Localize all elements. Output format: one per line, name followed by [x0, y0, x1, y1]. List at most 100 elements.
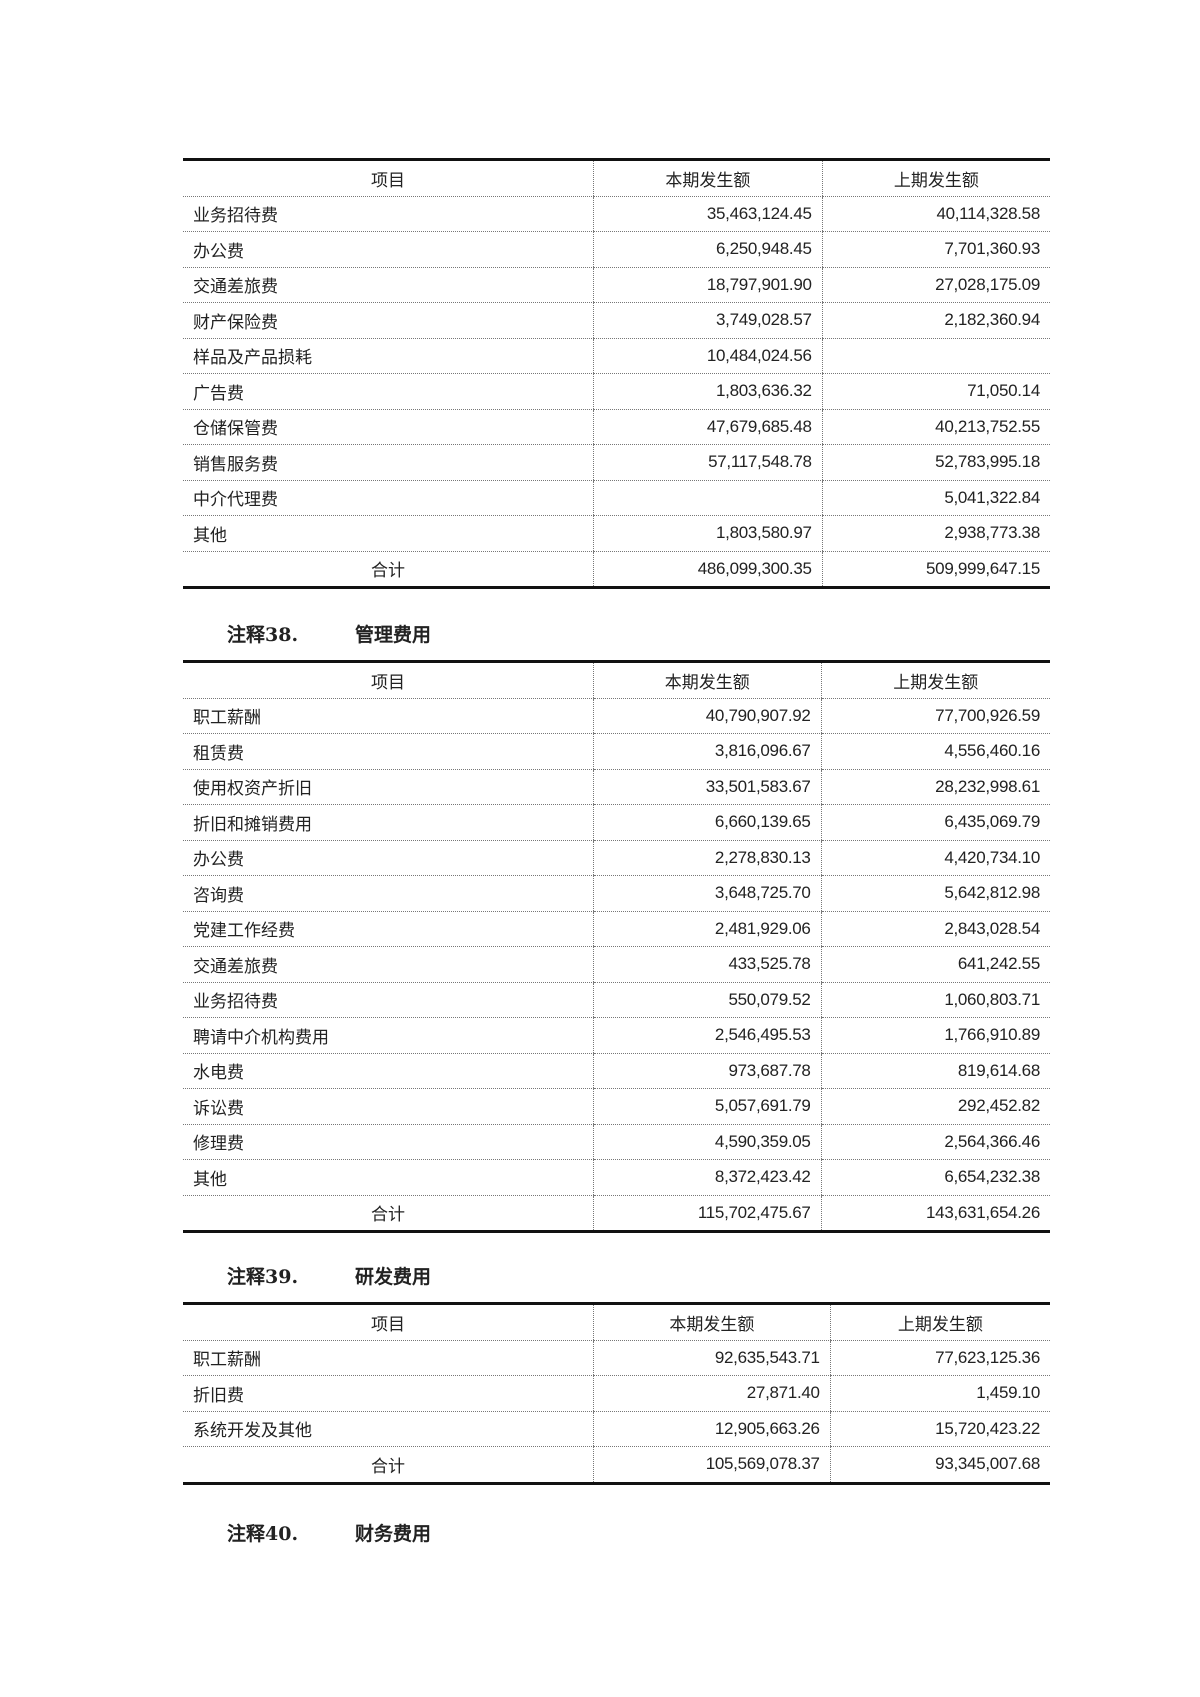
- total-amount-cell: 105,569,078.37: [593, 1446, 831, 1483]
- amount-cell: 2,546,495.53: [593, 1017, 822, 1054]
- amount-cell: 2,843,028.54: [820, 911, 1050, 947]
- table-row: 租赁费 3,816,096.67 4,556,460.16: [183, 733, 1050, 770]
- table-row: 业务招待费 35,463,124.45 40,114,328.58: [183, 196, 1050, 232]
- amount-cell: 18,797,901.90: [593, 267, 823, 303]
- total-row: 合计 486,099,300.35 509,999,647.15: [183, 551, 1050, 588]
- item-cell: 职工薪酬: [183, 1340, 594, 1376]
- item-cell: 样品及产品损耗: [183, 338, 594, 374]
- amount-cell: 4,590,359.05: [593, 1124, 822, 1160]
- table-row: 办公费 6,250,948.45 7,701,360.93: [183, 231, 1050, 268]
- table-row: 聘请中介机构费用 2,546,495.53 1,766,910.89: [183, 1017, 1050, 1054]
- amount-cell: 433,525.78: [593, 946, 822, 983]
- amount-cell: 71,050.14: [821, 373, 1050, 410]
- table-row: 修理费 4,590,359.05 2,564,366.46: [183, 1124, 1050, 1160]
- total-row: 合计 115,702,475.67 143,631,654.26: [183, 1195, 1050, 1232]
- amount-cell: 2,564,366.46: [820, 1124, 1050, 1160]
- amount-cell: 15,720,423.22: [829, 1411, 1050, 1447]
- amount-cell: 77,623,125.36: [829, 1340, 1050, 1376]
- table-row: 广告费 1,803,636.32 71,050.14: [183, 373, 1050, 410]
- header-row: 项目 本期发生额 上期发生额: [183, 661, 1050, 699]
- table-row: 其他 8,372,423.42 6,654,232.38: [183, 1159, 1050, 1196]
- item-cell: 使用权资产折旧: [183, 769, 594, 805]
- item-cell: 其他: [183, 1159, 594, 1196]
- section-title: 管理费用: [355, 624, 432, 646]
- amount-cell: 1,459.10: [829, 1375, 1050, 1412]
- amount-cell: 6,660,139.65: [593, 804, 822, 841]
- amount-cell: 1,803,636.32: [593, 373, 823, 410]
- amount-cell: 40,790,907.92: [593, 698, 822, 734]
- item-cell: 销售服务费: [183, 444, 594, 481]
- item-cell: 租赁费: [183, 733, 594, 770]
- item-cell: 职工薪酬: [183, 698, 594, 734]
- item-cell: 业务招待费: [183, 982, 594, 1018]
- item-cell: 系统开发及其他: [183, 1411, 594, 1447]
- amount-cell: 6,654,232.38: [820, 1159, 1050, 1196]
- amount-cell: 77,700,926.59: [820, 698, 1050, 734]
- amount-cell: 3,816,096.67: [593, 733, 822, 770]
- amount-cell: 27,871.40: [593, 1375, 831, 1412]
- amount-cell: 35,463,124.45: [593, 196, 823, 232]
- amount-cell: 1,060,803.71: [820, 982, 1050, 1018]
- column-header: 本期发生额: [593, 1303, 831, 1341]
- item-cell: 水电费: [183, 1053, 594, 1089]
- table-row: 水电费 973,687.78 819,614.68: [183, 1053, 1050, 1089]
- column-header: 本期发生额: [593, 159, 823, 197]
- table-row: 党建工作经费 2,481,929.06 2,843,028.54: [183, 911, 1050, 947]
- amount-cell: 2,278,830.13: [593, 840, 822, 876]
- amount-cell: 4,420,734.10: [820, 840, 1050, 876]
- selling-expenses-table: 项目 本期发生额 上期发生额 业务招待费 35,463,124.45 40,114,328…: [183, 158, 1050, 589]
- total-amount-cell: 93,345,007.68: [829, 1446, 1050, 1483]
- amount-cell: 4,556,460.16: [820, 733, 1050, 770]
- amount-cell: 2,182,360.94: [821, 302, 1050, 339]
- section-title: 研发费用: [355, 1266, 432, 1288]
- column-header: 项目: [183, 159, 594, 197]
- item-cell: 中介代理费: [183, 480, 594, 516]
- section-number: 注释39.: [227, 1266, 299, 1288]
- amount-cell: 3,749,028.57: [593, 302, 823, 339]
- amount-cell: 52,783,995.18: [821, 444, 1050, 481]
- item-cell: 交通差旅费: [183, 946, 594, 983]
- amount-cell: 92,635,543.71: [593, 1340, 831, 1376]
- amount-cell: [821, 338, 1050, 374]
- total-row: 合计 105,569,078.37 93,345,007.68: [183, 1446, 1050, 1483]
- amount-cell: 6,435,069.79: [820, 804, 1050, 841]
- table-row: 业务招待费 550,079.52 1,060,803.71: [183, 982, 1050, 1018]
- column-header: 项目: [183, 1303, 594, 1341]
- amount-cell: 47,679,685.48: [593, 409, 823, 445]
- amount-cell: 550,079.52: [593, 982, 822, 1018]
- item-cell: 其他: [183, 515, 594, 552]
- column-header: 本期发生额: [593, 661, 822, 699]
- item-cell: 办公费: [183, 840, 594, 876]
- item-cell: 党建工作经费: [183, 911, 594, 947]
- section-title: 财务费用: [355, 1523, 432, 1545]
- amount-cell: 28,232,998.61: [820, 769, 1050, 805]
- total-amount-cell: 509,999,647.15: [821, 551, 1050, 588]
- table-row: 办公费 2,278,830.13 4,420,734.10: [183, 840, 1050, 876]
- section-number: 注释38.: [227, 624, 299, 646]
- total-label: 合计: [371, 1456, 405, 1477]
- header-row: 项目 本期发生额 上期发生额: [183, 1303, 1050, 1341]
- item-cell: 交通差旅费: [183, 267, 594, 303]
- column-header: 上期发生额: [821, 159, 1050, 197]
- amount-cell: 641,242.55: [820, 946, 1050, 983]
- section-38-heading: 注释38. 管理费用: [227, 620, 431, 647]
- amount-cell: 292,452.82: [820, 1088, 1050, 1125]
- amount-cell: 819,614.68: [820, 1053, 1050, 1089]
- amount-cell: [593, 480, 823, 516]
- amount-cell: 6,250,948.45: [593, 231, 823, 268]
- amount-cell: 2,938,773.38: [821, 515, 1050, 552]
- section-number: 注释40.: [227, 1523, 299, 1545]
- header-row: 项目 本期发生额 上期发生额: [183, 159, 1050, 197]
- amount-cell: 57,117,548.78: [593, 444, 823, 481]
- table-row: 交通差旅费 18,797,901.90 27,028,175.09: [183, 267, 1050, 303]
- amount-cell: 7,701,360.93: [821, 231, 1050, 268]
- total-label: 合计: [371, 1205, 405, 1226]
- table-row: 仓储保管费 47,679,685.48 40,213,752.55: [183, 409, 1050, 445]
- section-40-heading: 注释40. 财务费用: [227, 1519, 431, 1546]
- section-39-heading: 注释39. 研发费用: [227, 1262, 431, 1289]
- item-cell: 折旧和摊销费用: [183, 804, 594, 841]
- amount-cell: 40,213,752.55: [821, 409, 1050, 445]
- amount-cell: 2,481,929.06: [593, 911, 822, 947]
- column-header: 项目: [183, 661, 594, 699]
- table-row: 中介代理费 5,041,322.84: [183, 480, 1050, 516]
